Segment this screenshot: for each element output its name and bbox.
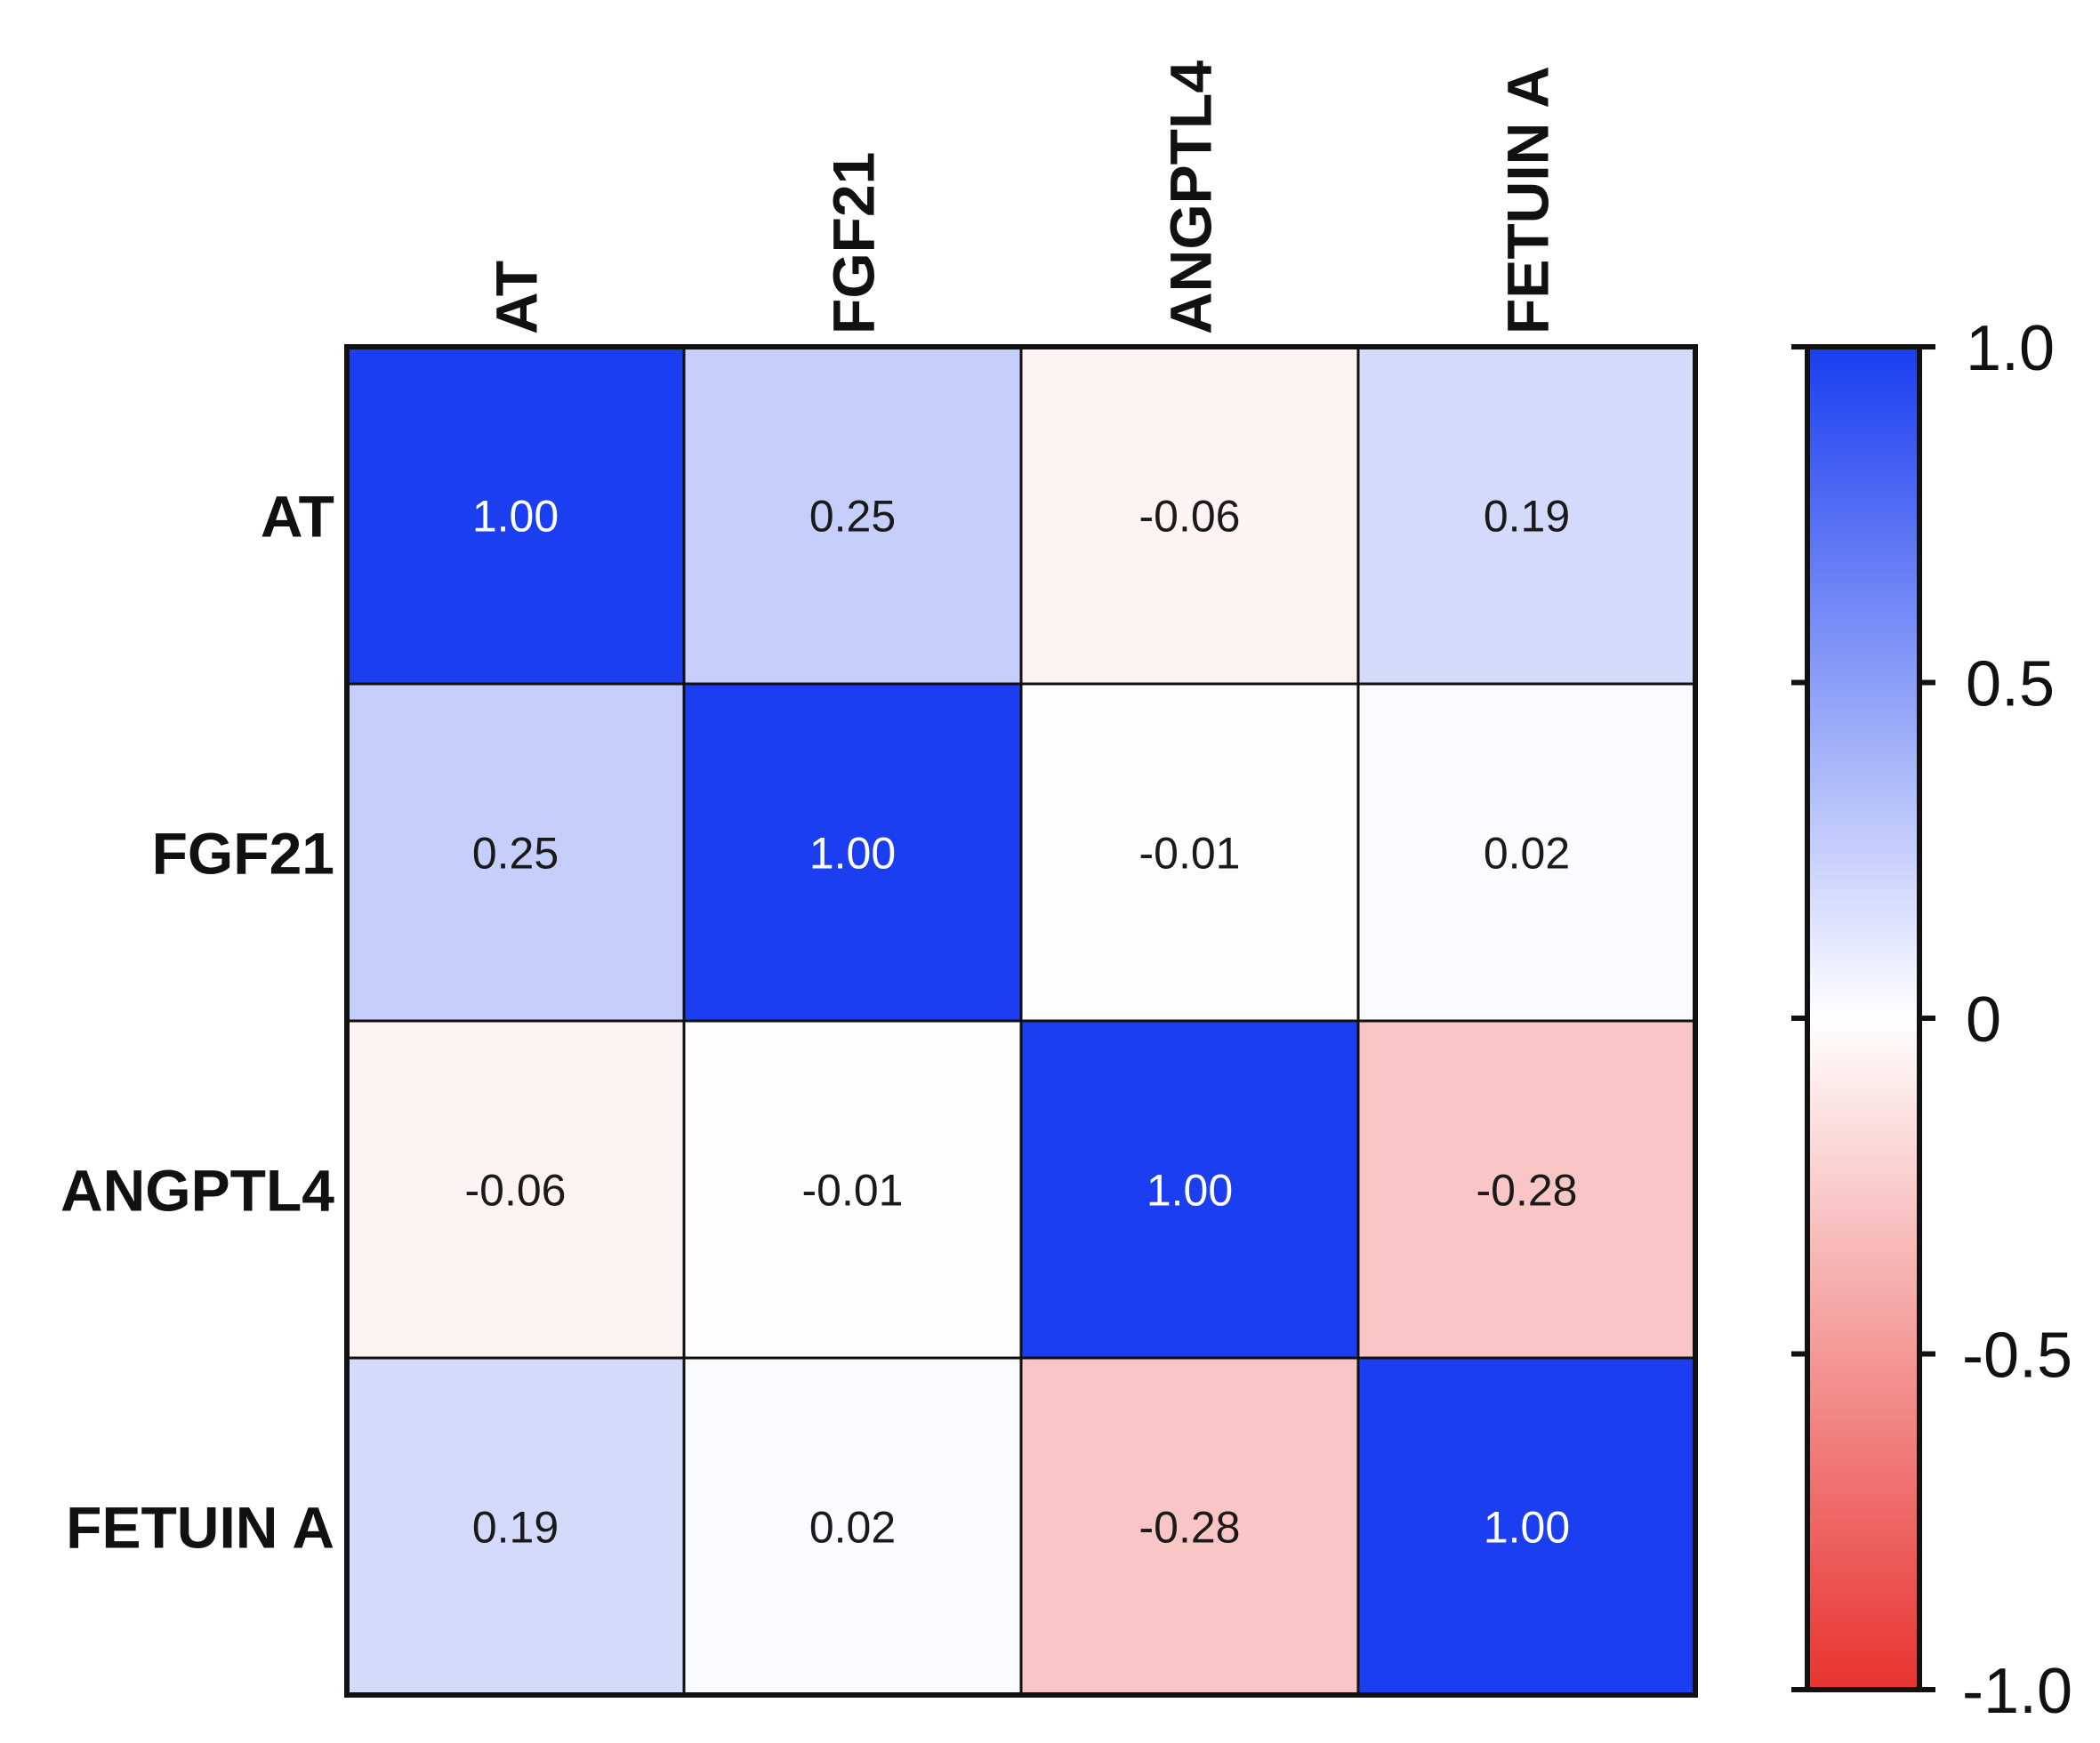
- cell-value-label: 0.19: [472, 1503, 559, 1553]
- colorbar-tick-label: 0.5: [1966, 649, 2055, 720]
- cell-value-label: 1.00: [809, 829, 896, 879]
- row-label: AT: [261, 484, 334, 550]
- heatmap-cell-3-0: [347, 1358, 684, 1695]
- heatmap-cell-0-0: [347, 347, 684, 684]
- cell-value-label: 0.25: [472, 829, 559, 879]
- heatmap-cell-2-1: [684, 1021, 1021, 1358]
- heatmap-cell-0-3: [1358, 347, 1695, 684]
- column-labels: AT FGF21 ANGPTL4 FETUIN A: [484, 60, 1561, 334]
- cell-value-label: -0.01: [802, 1166, 904, 1216]
- colorbar-tick-label: -0.5: [1962, 1321, 2072, 1392]
- column-label: FETUIN A: [1495, 66, 1561, 334]
- heatmap-cell-0-2: [1021, 347, 1358, 684]
- cell-value-label: -0.06: [1139, 492, 1241, 542]
- cell-value-label: -0.06: [465, 1166, 567, 1216]
- colorbar: 1.0 0.5 0 -0.5 -1.0: [1791, 313, 2072, 1727]
- row-label: FETUIN A: [66, 1495, 334, 1561]
- heatmap-cells: 1.00 0.25 -0.06 0.19 0.25 1.00 -0.01 0.02 -0.06 -…: [347, 347, 1695, 1695]
- cell-value-label: 0.02: [809, 1503, 896, 1553]
- column-label: FGF21: [821, 152, 887, 334]
- colorbar-tick-label: 1.0: [1966, 313, 2055, 384]
- heatmap-grid: [344, 344, 1698, 1698]
- cell-value-label: 0.19: [1484, 492, 1570, 542]
- row-labels: AT FGF21 ANGPTL4 FETUIN A: [60, 484, 334, 1561]
- colorbar-tick-label: 0: [1966, 984, 2001, 1056]
- heatmap-cell-1-1: [684, 684, 1021, 1021]
- row-label: FGF21: [152, 821, 334, 887]
- colorbar-gradient: [1805, 344, 1922, 1692]
- heatmap-cell-1-0: [347, 684, 684, 1021]
- cell-value-label: -0.28: [1476, 1166, 1578, 1216]
- column-label: ANGPTL4: [1158, 60, 1224, 334]
- cell-value-label: 1.00: [472, 492, 559, 542]
- heatmap-border: [344, 344, 1698, 1698]
- cell-value-label: 0.25: [809, 492, 896, 542]
- column-label: AT: [484, 261, 550, 334]
- heatmap-cell-1-2: [1021, 684, 1358, 1021]
- heatmap-cell-1-3: [1358, 684, 1695, 1021]
- heatmap-cell-3-2: [1021, 1358, 1358, 1695]
- cell-value-label: -0.01: [1139, 829, 1241, 879]
- heatmap-cell-0-1: [684, 347, 1021, 684]
- cell-value-label: -0.28: [1139, 1503, 1241, 1553]
- heatmap-cell-2-3: [1358, 1021, 1695, 1358]
- cell-value-label: 1.00: [1484, 1503, 1570, 1553]
- heatmap-cell-3-1: [684, 1358, 1021, 1695]
- cell-value-label: 1.00: [1147, 1166, 1233, 1216]
- heatmap-cell-2-2: [1021, 1021, 1358, 1358]
- colorbar-tick-label: -1.0: [1962, 1656, 2072, 1727]
- heatmap-cell-2-0: [347, 1021, 684, 1358]
- cell-value-label: 0.02: [1484, 829, 1570, 879]
- heatmap-cell-3-3: [1358, 1358, 1695, 1695]
- row-label: ANGPTL4: [60, 1158, 334, 1224]
